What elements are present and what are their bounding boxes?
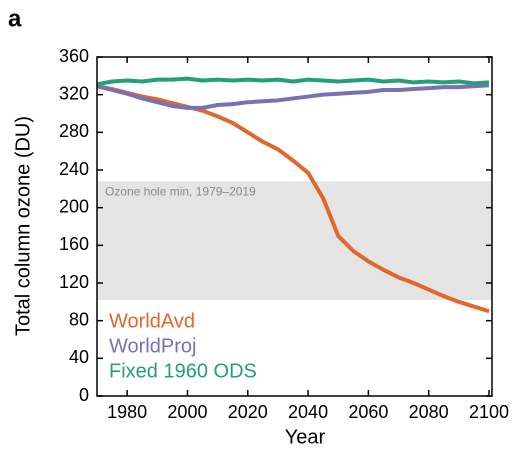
y-axis-label: Total column ozone (DU) xyxy=(12,116,34,336)
y-tick-label: 240 xyxy=(59,159,89,179)
x-tick-label: 2000 xyxy=(167,402,207,422)
y-tick-label: 0 xyxy=(79,385,89,405)
y-tick-label: 280 xyxy=(59,121,89,141)
band-label: Ozone hole min, 1979–2019 xyxy=(105,184,256,198)
legend-entry: WorldAvd xyxy=(109,310,195,332)
y-tick-label: 200 xyxy=(59,196,89,216)
x-tick-label: 2100 xyxy=(469,402,509,422)
reference-band xyxy=(97,181,492,300)
y-tick-label: 360 xyxy=(59,46,89,66)
series-line xyxy=(96,83,490,110)
x-axis-label: Year xyxy=(285,426,326,448)
x-tick-label: 2020 xyxy=(228,402,268,422)
series-line xyxy=(96,84,490,314)
y-tick-label: 120 xyxy=(59,272,89,292)
x-tick-label: 2080 xyxy=(409,402,449,422)
y-tick-label: 160 xyxy=(59,234,89,254)
y-tick-label: 80 xyxy=(69,309,89,329)
x-tick-label: 1980 xyxy=(107,402,147,422)
panel-label: a xyxy=(8,5,22,32)
series-line xyxy=(96,76,490,87)
x-tick-label: 2060 xyxy=(348,402,388,422)
plot-frame xyxy=(96,56,493,397)
legend-entry: Fixed 1960 ODS xyxy=(109,360,257,382)
y-tick-label: 320 xyxy=(59,83,89,103)
x-tick-label: 2040 xyxy=(288,402,328,422)
y-tick-label: 40 xyxy=(69,347,89,367)
legend-entry: WorldProj xyxy=(109,335,196,357)
